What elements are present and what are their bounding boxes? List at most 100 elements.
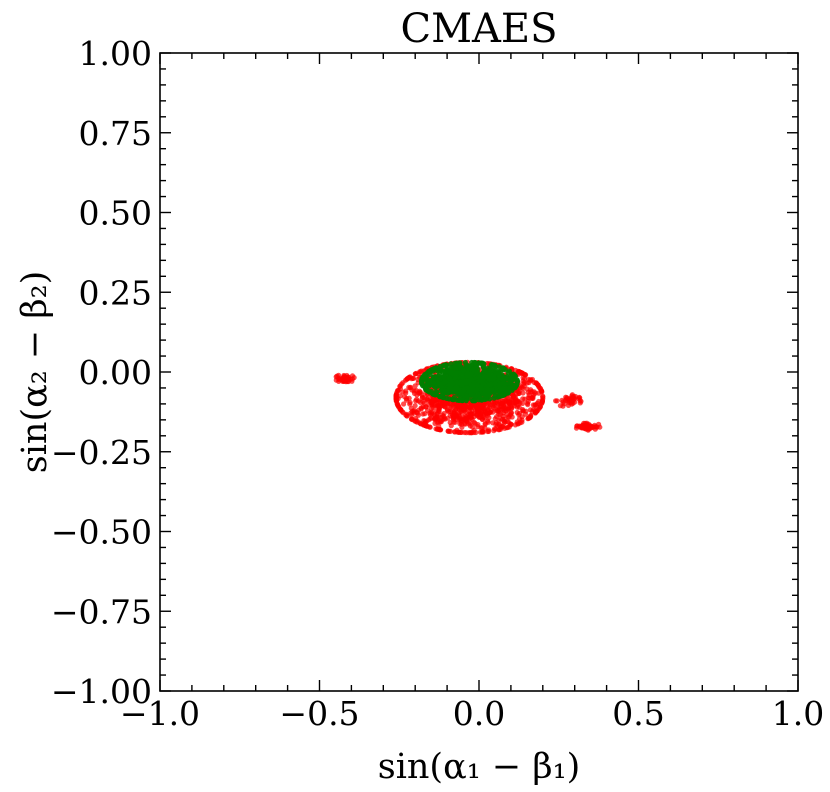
ticks-layer: [159, 52, 799, 692]
scatter-point: [430, 376, 436, 382]
scatter-point: [442, 388, 448, 394]
scatter-point: [453, 385, 459, 391]
scatter-point: [507, 385, 513, 391]
scatter-point: [458, 419, 464, 425]
scatter-point: [468, 382, 475, 388]
scatter-point: [501, 392, 507, 398]
scatter-point: [399, 381, 405, 387]
scatter-point: [401, 401, 407, 407]
scatter-point: [405, 375, 411, 381]
scatter-point: [568, 397, 574, 403]
scatter-point: [441, 373, 447, 380]
scatter-point: [535, 382, 541, 388]
scatter-point: [409, 416, 415, 423]
scatter-point: [525, 402, 531, 408]
scatter-point: [413, 398, 419, 404]
scatter-point: [527, 407, 534, 413]
scatter-point: [430, 380, 436, 386]
scatter-point: [564, 396, 570, 402]
scatter-point: [478, 407, 484, 413]
scatter-point: [454, 429, 461, 435]
series-1: [419, 359, 520, 404]
scatter-point: [439, 369, 445, 375]
scatter-point: [569, 392, 576, 398]
scatter-point: [518, 370, 524, 376]
scatter-point: [427, 416, 433, 422]
scatter-point: [504, 425, 510, 431]
scatter-point: [450, 402, 456, 408]
y-tick-label: −0.50: [51, 513, 152, 552]
scatter-point: [458, 429, 465, 435]
y-axis-title: sin(α₂ − β₂): [15, 271, 55, 474]
scatter-point: [431, 416, 437, 422]
scatter-point: [459, 372, 465, 378]
scatter-point: [477, 395, 483, 401]
points-layer: [333, 359, 603, 436]
scatter-point: [429, 391, 435, 397]
scatter-point: [532, 402, 538, 408]
scatter-point: [507, 373, 513, 379]
scatter-point: [464, 385, 470, 391]
scatter-point: [593, 424, 599, 430]
scatter-point: [528, 377, 534, 384]
scatter-point: [488, 387, 495, 393]
scatter-point: [451, 419, 457, 425]
scatter-point: [407, 399, 413, 406]
scatter-point: [581, 422, 587, 428]
scatter-point: [508, 410, 514, 416]
scatter-point: [412, 403, 418, 409]
scatter-point: [430, 368, 436, 374]
scatter-point: [442, 416, 448, 422]
scatter-point: [513, 382, 519, 389]
scatter-point: [528, 387, 534, 393]
scatter-point: [344, 375, 350, 381]
scatter-point: [423, 377, 429, 383]
scatter-point: [561, 401, 567, 407]
scatter-point: [514, 378, 520, 384]
scatter-point: [467, 420, 473, 426]
scatter-point: [468, 388, 474, 394]
scatter-point: [432, 402, 438, 409]
scatter-point: [444, 407, 450, 413]
scatter-point: [459, 389, 465, 395]
scatter-point: [505, 395, 511, 401]
scatter-point: [452, 360, 458, 366]
x-tick-label: 0.0: [453, 694, 505, 733]
scatter-point: [460, 368, 467, 374]
scatter-point: [422, 371, 428, 377]
scatter-point: [419, 395, 425, 401]
scatter-point: [462, 359, 468, 366]
scatter-point: [436, 407, 442, 413]
y-tick-label: 1.00: [79, 34, 152, 73]
y-tick-label: 0.00: [79, 353, 152, 392]
scatter-point: [586, 421, 592, 427]
scatter-point: [437, 363, 443, 369]
scatter-point: [516, 416, 523, 422]
chart-title: CMAES: [400, 6, 557, 52]
scatter-point: [438, 383, 444, 389]
x-tick-label: −1.0: [120, 694, 200, 733]
y-tick-label: −1.00: [51, 672, 152, 711]
x-tick-label: −0.5: [279, 694, 359, 733]
scatter-point: [455, 401, 461, 408]
scatter-point: [412, 383, 418, 389]
scatter-point: [475, 422, 481, 428]
scatter-point: [488, 376, 494, 382]
scatter-point: [409, 387, 415, 393]
scatter-point: [468, 404, 474, 410]
scatter-point: [473, 360, 479, 366]
scatter-point: [448, 423, 454, 429]
scatter-point: [457, 379, 464, 385]
scatter-point: [456, 406, 462, 412]
scatter-point: [441, 362, 448, 368]
scatter-point: [498, 404, 504, 410]
scatter-point: [573, 425, 580, 431]
scatter-point: [479, 429, 485, 435]
scatter-point: [577, 400, 583, 406]
scatter-point: [441, 410, 447, 417]
scatter-point: [416, 371, 422, 377]
scatter-point: [462, 421, 468, 427]
scatter-point: [451, 414, 458, 420]
scatter-point: [397, 385, 403, 392]
